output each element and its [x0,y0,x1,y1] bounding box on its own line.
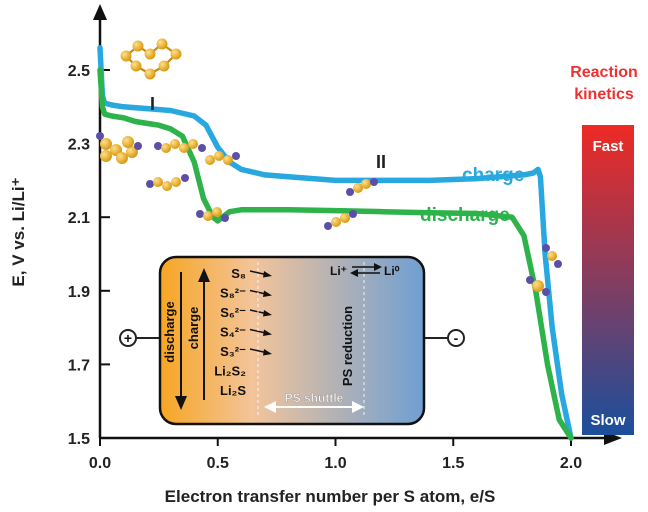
species-label: Li₂S₂ [214,364,246,379]
y-tick-label: 2.1 [68,210,90,227]
y-tick-label: 2.3 [68,137,90,154]
polysulfide-chain-6-icon [346,178,378,196]
species-list: S₈ S₈²⁻ S₆²⁻ S₄²⁻ S₃²⁻ Li₂S₂ Li₂S [214,266,272,398]
lithium-sulfide-1-icon [542,244,562,268]
li-plus-label: Li⁺ [330,264,347,278]
lithium-sulfide-2-icon [526,276,550,296]
y-tick-label: 1.5 [68,431,90,448]
s8-ring-icon [120,38,182,80]
species-label: S₄²⁻ [220,325,246,340]
discharge-arrow-label: discharge [162,301,177,362]
x-tick-label: 0.0 [89,455,111,472]
x-tick-label: 2.0 [560,455,582,472]
discharge-curve-label: discharge [420,205,510,226]
species-label: S₆²⁻ [220,305,246,320]
li-backward-arrow-icon [350,269,358,277]
x-tick-label: 1.5 [442,455,464,472]
region-i-label: I [150,94,155,114]
shuttle-left-arrow-icon [264,401,276,413]
cell-body [158,255,426,426]
y-axis-arrow-icon [93,4,107,20]
kinetics-slow-label: Slow [590,412,625,429]
species-arrowhead-icon [263,271,272,278]
species-label: Li₂S [220,383,246,398]
region-ii-label: II [376,152,386,172]
kinetics-color-bar [582,125,634,435]
polysulfide-chain-3-icon [205,151,240,165]
species-arrowhead-icon [263,349,272,356]
positive-terminal: + [124,330,132,346]
negative-terminal: - [454,330,459,346]
x-axis-title: Electron transfer number per S atom, e/S [165,487,496,506]
y-axis-title: E, V vs. Li/Li⁺ [9,177,28,286]
li-zero-label: Li⁰ [384,264,400,278]
species-arrowhead-icon [263,290,272,297]
polysulfide-chain-1-icon [154,139,206,153]
polysulfide-cluster-1-icon [96,132,142,164]
ps-reduction-label: PS reduction [340,306,355,386]
ps-shuttle-label: PS shuttle [285,391,344,405]
kinetics-fast-label: Fast [593,138,624,155]
cell-schematic: + - discharge charge S₈ S₈²⁻ S₆²⁻ S₄²⁻ S₃²⁻ L… [119,255,465,426]
x-tick-label: 1.0 [324,455,346,472]
y-tick-label: 2.5 [68,63,90,80]
x-ticks: 0.0 0.5 1.0 1.5 2.0 [89,438,582,472]
y-tick-label: 1.7 [68,357,90,374]
x-tick-label: 0.5 [207,455,229,472]
li-forward-arrow-icon [374,263,382,271]
shuttle-right-arrow-icon [352,401,364,413]
kinetics-title-line1: Reaction [570,64,638,81]
polysulfide-chain-2-icon [146,174,189,191]
y-ticks: 1.5 1.7 1.9 2.1 2.3 2.5 [68,63,110,448]
series-line-charge [97,45,574,441]
species-label: S₃²⁻ [220,344,246,359]
charge-arrow-label: charge [186,307,201,350]
polysulfide-chain-4-icon [196,207,229,222]
discharge-arrow-icon [175,396,187,410]
kinetics-title-line2: kinetics [574,86,634,103]
species-arrowhead-icon [263,310,272,317]
polysulfide-chain-5-icon [324,210,357,230]
species-label: S₈ [231,266,246,281]
charge-curve-label: charge [462,165,524,186]
y-tick-label: 1.9 [68,284,90,301]
species-arrowhead-icon [263,329,272,336]
species-label: S₈²⁻ [220,286,246,301]
charge-arrow-icon [198,268,210,282]
